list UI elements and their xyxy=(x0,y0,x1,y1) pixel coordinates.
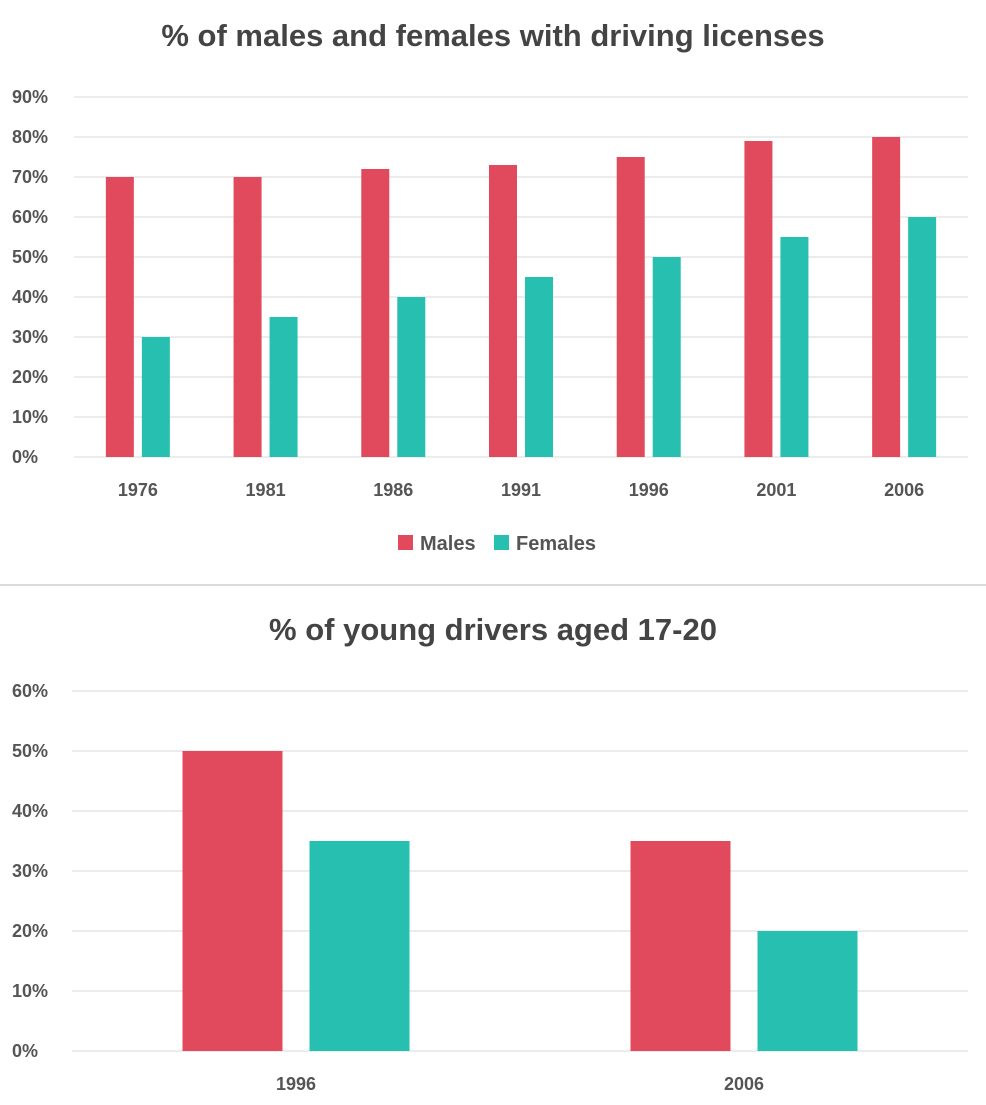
chart2-x-tick-label: 1996 xyxy=(276,1074,316,1094)
chart2-y-tick-label: 60% xyxy=(12,681,48,701)
license-chart: % of males and females with driving lice… xyxy=(12,18,968,555)
legend-females-label: Females xyxy=(516,533,596,555)
license-chart-gridlines xyxy=(74,96,968,458)
chart1-x-tick-label: 2006 xyxy=(884,480,924,500)
chart2-y-tick-label: 40% xyxy=(12,801,48,821)
chart2-bar-males-2006 xyxy=(630,841,731,1051)
chart1-bar-males-1991 xyxy=(489,165,517,457)
chart2-y-tick-label: 30% xyxy=(12,861,48,881)
chart2-bar-males-1996 xyxy=(182,751,283,1051)
chart1-y-tick-label: 60% xyxy=(12,207,48,227)
license-chart-x-axis: 1976 1981 1986 1991 1996 2001 2006 xyxy=(118,480,924,500)
chart1-x-tick-label: 1991 xyxy=(501,480,541,500)
chart1-bar-females-1996 xyxy=(652,257,681,457)
chart1-y-tick-label: 40% xyxy=(12,287,48,307)
chart1-bar-males-1976 xyxy=(105,177,134,457)
chart1-y-tick-label: 10% xyxy=(12,407,48,427)
chart1-y-tick-label: 80% xyxy=(12,127,48,147)
chart1-bar-males-2006 xyxy=(872,137,901,457)
chart1-bar-females-1991 xyxy=(525,277,553,457)
chart1-x-tick-label: 1986 xyxy=(373,480,413,500)
chart2-bar-females-2006 xyxy=(757,931,858,1051)
chart1-bar-males-1986 xyxy=(361,169,390,457)
chart2-y-tick-label: 10% xyxy=(12,981,48,1001)
legend-females-swatch xyxy=(494,535,509,550)
young-drivers-chart-title: % of young drivers aged 17-20 xyxy=(269,612,717,647)
chart1-y-tick-label: 0% xyxy=(12,447,38,467)
license-chart-legend: Males Females xyxy=(398,533,596,555)
chart1-bar-females-1976 xyxy=(141,337,170,457)
license-chart-bars xyxy=(105,137,937,457)
chart1-bar-females-1986 xyxy=(397,297,426,457)
chart1-bar-females-2001 xyxy=(780,237,809,457)
chart1-y-tick-label: 20% xyxy=(12,367,48,387)
license-chart-title: % of males and females with driving lice… xyxy=(161,18,824,53)
chart1-bar-females-2006 xyxy=(908,217,937,457)
chart2-bar-females-1996 xyxy=(309,841,410,1051)
chart1-bar-females-1981 xyxy=(269,317,298,457)
chart1-x-tick-label: 1981 xyxy=(246,480,286,500)
chart2-y-tick-label: 50% xyxy=(12,741,48,761)
chart1-y-tick-label: 50% xyxy=(12,247,48,267)
chart1-x-tick-label: 2001 xyxy=(756,480,796,500)
chart2-x-tick-label: 2006 xyxy=(724,1074,764,1094)
chart1-bar-males-1996 xyxy=(616,157,645,457)
chart1-x-tick-label: 1976 xyxy=(118,480,158,500)
young-drivers-chart: % of young drivers aged 17-20 0% 10% 20% 30… xyxy=(12,612,968,1094)
chart1-y-tick-label: 90% xyxy=(12,87,48,107)
chart1-y-tick-label: 70% xyxy=(12,167,48,187)
license-chart-y-axis: 0% 10% 20% 30% 40% 50% 60% 70% 80% 90% xyxy=(12,87,48,467)
young-drivers-chart-x-axis: 1996 2006 xyxy=(276,1074,764,1094)
legend-males-label: Males xyxy=(420,533,476,555)
chart2-y-tick-label: 0% xyxy=(12,1041,38,1061)
chart1-bar-males-1981 xyxy=(233,177,262,457)
chart1-x-tick-label: 1996 xyxy=(629,480,669,500)
legend-males-swatch xyxy=(398,535,413,550)
chart1-y-tick-label: 30% xyxy=(12,327,48,347)
chart1-bar-males-2001 xyxy=(744,141,773,457)
young-drivers-chart-y-axis: 0% 10% 20% 30% 40% 50% 60% xyxy=(12,681,48,1061)
chart2-y-tick-label: 20% xyxy=(12,921,48,941)
young-drivers-chart-bars xyxy=(182,751,858,1051)
